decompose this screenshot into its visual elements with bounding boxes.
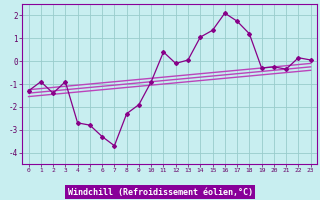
Text: Windchill (Refroidissement éolien,°C): Windchill (Refroidissement éolien,°C) [68, 188, 252, 196]
